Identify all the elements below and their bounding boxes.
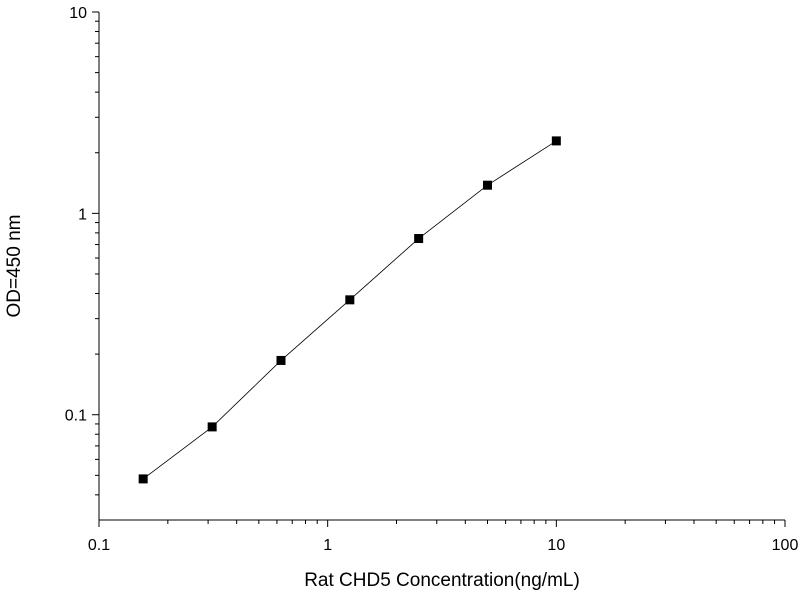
x-tick-label: 1 — [323, 537, 332, 554]
point — [414, 234, 424, 244]
x-tick-label: 10 — [547, 537, 565, 554]
point — [276, 355, 286, 365]
point — [207, 422, 217, 432]
y-tick-label: 1 — [78, 206, 87, 223]
curve — [142, 140, 557, 480]
point — [138, 474, 148, 484]
point — [551, 136, 561, 146]
y-tick-label: 10 — [69, 5, 87, 22]
point — [482, 180, 492, 190]
point — [345, 295, 355, 305]
x-tick-label: 100 — [772, 537, 799, 554]
y-tick-label: 0.1 — [65, 408, 87, 425]
x-tick-label: 0.1 — [88, 537, 110, 554]
y-axis-label: OD=450 nm — [4, 215, 25, 318]
x-axis-label: Rat CHD5 Concentration(ng/mL) — [304, 570, 580, 591]
